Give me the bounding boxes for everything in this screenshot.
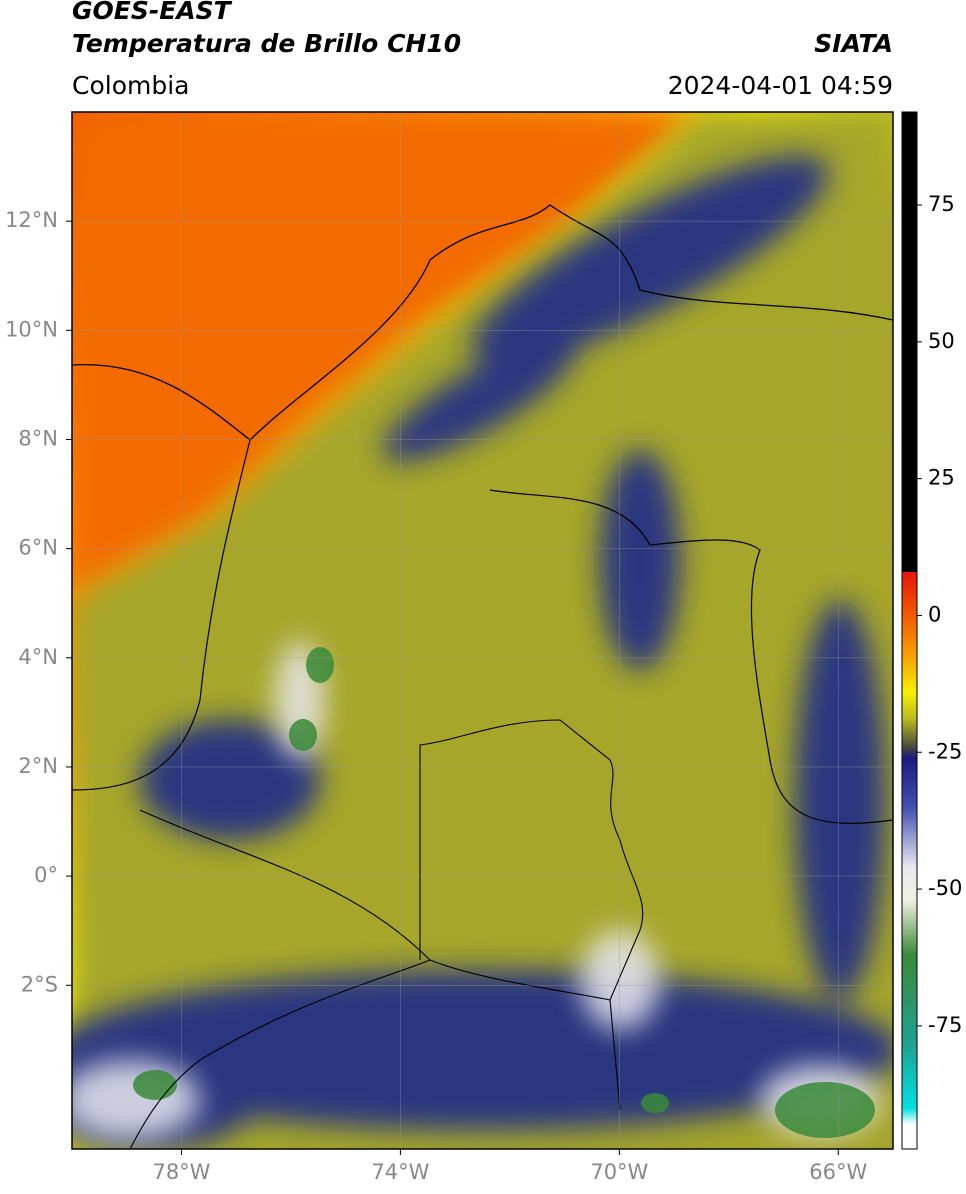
colorbar-tick-label: -75 bbox=[928, 1013, 962, 1037]
x-tick-label: 70°W bbox=[590, 1160, 648, 1184]
colorbar-tick-label: 50 bbox=[928, 329, 955, 353]
colorbar-tick-label: 25 bbox=[928, 466, 955, 490]
x-tick-label: 66°W bbox=[809, 1160, 867, 1184]
y-tick-label: 2°N bbox=[18, 754, 58, 778]
source: SIATA bbox=[814, 29, 893, 58]
x-tick-label: 74°W bbox=[371, 1160, 429, 1184]
region: Colombia bbox=[72, 71, 189, 100]
colorbar-tick-label: 0 bbox=[928, 602, 941, 626]
y-tick-label: 6°N bbox=[18, 536, 58, 560]
title: Temperatura de Brillo CH10 bbox=[72, 29, 461, 58]
y-tick-label: 12°N bbox=[5, 208, 58, 232]
datetime: 2024-04-01 04:59 bbox=[668, 71, 893, 100]
colorbar-tick-label: -50 bbox=[928, 876, 962, 900]
satellite-image bbox=[72, 112, 893, 1149]
y-tick-label: 0° bbox=[34, 863, 58, 887]
y-tick-label: 10°N bbox=[5, 317, 58, 341]
colorbar-tick-label: 75 bbox=[928, 192, 955, 216]
y-tick-label: 4°N bbox=[18, 645, 58, 669]
map-frame bbox=[71, 111, 894, 1150]
y-tick-label: 8°N bbox=[18, 426, 58, 450]
title: GOES-EAST bbox=[72, 0, 233, 25]
colorbar-tick-label: -25 bbox=[928, 739, 962, 763]
colorbar bbox=[901, 111, 918, 1150]
y-tick-label: 2°S bbox=[21, 972, 58, 996]
x-tick-label: 78°W bbox=[152, 1160, 210, 1184]
